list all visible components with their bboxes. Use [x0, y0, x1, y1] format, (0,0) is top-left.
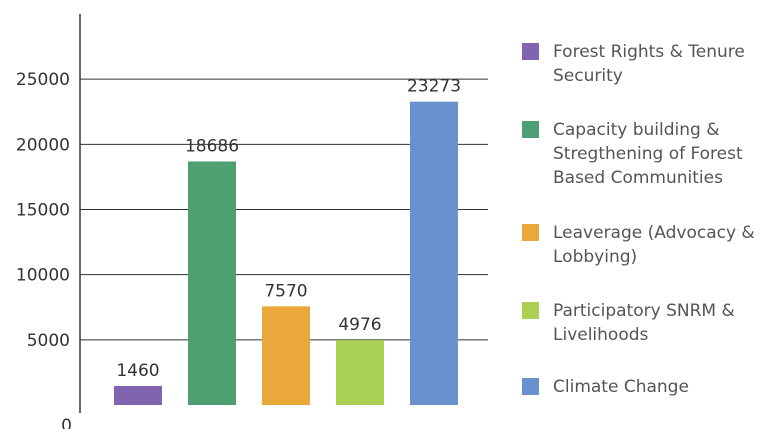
legend-item-leaverage: Leaverage (Advocacy & Lobbying) [522, 221, 771, 269]
bar-value-label: 7570 [264, 281, 307, 301]
bar [188, 161, 236, 405]
data-labels: 1460 18686 7570 4976 23273 [116, 77, 461, 381]
bar-value-label: 1460 [116, 361, 159, 381]
legend-label: Forest Rights & Tenure Security [553, 42, 745, 86]
bars [114, 101, 458, 405]
y-tick-label: 10000 [16, 266, 70, 286]
legend-swatch [522, 378, 539, 395]
bar [410, 101, 458, 405]
y-axis-tick-labels: 0 5000 10000 15000 20000 25000 [16, 70, 72, 429]
legend-item-climate-change: Climate Change [522, 375, 771, 399]
y-tick-label: 5000 [27, 331, 70, 351]
legend-swatch [522, 224, 539, 241]
legend-swatch [522, 302, 539, 319]
legend-item-participatory-snrm: Participatory SNRM & Livelihoods [522, 299, 771, 347]
bar [114, 385, 162, 405]
legend-label: Participatory SNRM & Livelihoods [553, 301, 735, 345]
bar [336, 340, 384, 405]
legend-label: Climate Change [553, 377, 689, 397]
legend-label: Capacity building & Stregthening of Fore… [553, 120, 743, 188]
y-tick-label: 15000 [16, 201, 70, 221]
bar-value-label: 23273 [407, 77, 461, 97]
y-tick-label: 20000 [16, 135, 70, 155]
y-tick-label: 0 [61, 416, 72, 429]
legend-item-forest-rights: Forest Rights & Tenure Security [522, 40, 771, 88]
bar [262, 306, 310, 405]
y-tick-label: 25000 [16, 70, 70, 90]
bar-value-label: 18686 [185, 136, 239, 156]
legend-item-capacity-building: Capacity building & Stregthening of Fore… [522, 118, 771, 190]
legend-swatch [522, 43, 539, 60]
bar-value-label: 4976 [338, 315, 381, 335]
legend-swatch [522, 121, 539, 138]
legend-label: Leaverage (Advocacy & Lobbying) [553, 223, 755, 267]
